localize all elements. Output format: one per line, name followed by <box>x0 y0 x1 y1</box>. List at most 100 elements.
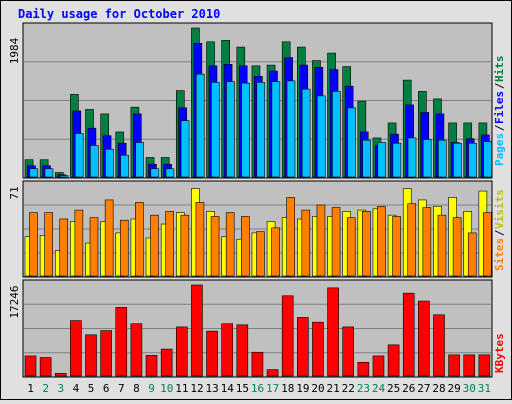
pages-bar <box>286 80 296 178</box>
x-tick-label: 7 <box>118 382 125 395</box>
legend-separator: / <box>493 229 506 236</box>
legend-pages: Pages <box>493 133 506 166</box>
sites-bar <box>135 202 144 277</box>
kbytes-bar <box>418 300 430 377</box>
x-tick-label: 13 <box>205 382 218 395</box>
sites-bar <box>150 214 159 277</box>
kbytes-bar <box>115 307 128 377</box>
pages-bar <box>135 142 145 178</box>
pages-bar <box>392 142 402 178</box>
chart-title: Daily usage for October 2010 <box>18 7 220 21</box>
pages-bar <box>453 142 462 178</box>
x-tick-label: 1 <box>27 382 34 395</box>
x-tick-label: 23 <box>357 382 370 395</box>
kbytes-bar <box>372 355 385 377</box>
pages-bar <box>256 82 266 178</box>
pages-bar <box>422 139 432 178</box>
sites-bar <box>89 217 99 277</box>
sites-bar <box>346 217 356 277</box>
kbytes-bar <box>387 344 400 377</box>
x-tick-label: 18 <box>281 382 294 395</box>
kbytes-bar <box>236 324 249 377</box>
sites-bar <box>256 231 265 277</box>
pages-bar <box>377 142 387 178</box>
x-tick-label: 19 <box>296 382 309 395</box>
x-tick-label: 14 <box>221 382 235 395</box>
kbytes-bar <box>100 330 112 377</box>
x-tick-label: 17 <box>266 382 279 395</box>
kbytes-bar <box>342 326 355 377</box>
kbytes-bar <box>463 354 476 377</box>
kbytes-bar <box>266 369 279 377</box>
legend-sites: Sites <box>493 238 506 271</box>
sites-bar <box>467 232 477 277</box>
sites-bar <box>301 209 311 277</box>
kbytes-bar <box>327 287 339 377</box>
pages-bar <box>29 168 39 178</box>
hits-ytick-max: 1984 <box>8 37 21 64</box>
pages-bar <box>347 107 356 178</box>
sites-bar <box>225 212 235 277</box>
visits-ytick-max: 71 <box>8 186 21 199</box>
sites-bar <box>195 202 205 277</box>
legend-visits: Visits <box>493 189 506 229</box>
pages-bar <box>271 81 281 178</box>
sites-bar <box>44 212 53 277</box>
sites-bar <box>483 212 492 277</box>
legend-kbytes: KBytes <box>493 333 506 373</box>
kbytes-bar <box>24 355 37 377</box>
x-tick-label: 6 <box>103 382 110 395</box>
x-tick-label: 11 <box>175 382 188 395</box>
sites-bar <box>407 203 417 277</box>
x-tick-label: 29 <box>448 382 461 395</box>
x-tick-label: 26 <box>402 382 415 395</box>
pages-bar <box>105 148 114 178</box>
kbytes-bar <box>145 355 158 377</box>
x-tick-label: 31 <box>478 382 491 395</box>
x-tick-label: 3 <box>58 382 65 395</box>
pages-bar <box>468 142 477 178</box>
sites-bar <box>210 216 220 277</box>
pages-bar <box>59 175 69 178</box>
x-tick-label: 21 <box>327 382 340 395</box>
x-tick-label: 4 <box>73 382 80 395</box>
pages-bar <box>316 95 326 178</box>
sites-bar <box>452 217 462 277</box>
kbytes-bar <box>54 373 67 377</box>
kbytes-bar <box>175 326 188 377</box>
kbytes-bar <box>281 295 294 377</box>
kbytes-bar <box>206 330 218 377</box>
sites-bar <box>59 218 69 277</box>
legend-files: Files <box>493 91 506 124</box>
x-tick-label: 22 <box>342 382 355 395</box>
pages-bar <box>407 137 417 178</box>
x-tick-label: 15 <box>236 382 249 395</box>
x-tick-label: 10 <box>160 382 173 395</box>
sites-bar <box>271 227 280 277</box>
x-tick-label: 8 <box>133 382 140 395</box>
sites-bar <box>29 212 38 277</box>
sites-bar <box>437 214 447 277</box>
x-tick-label: 25 <box>387 382 400 395</box>
pages-bar <box>437 139 447 178</box>
sites-bar <box>286 197 295 277</box>
sites-bar <box>74 209 84 277</box>
sites-bar <box>180 214 190 277</box>
pages-bar <box>195 73 205 178</box>
kbytes-bar <box>221 323 233 377</box>
x-tick-label: 12 <box>190 382 203 395</box>
kbytes-bar <box>70 320 82 377</box>
sites-bar <box>377 205 386 277</box>
pages-bar <box>362 139 371 178</box>
kbytes-bar <box>297 317 309 377</box>
pages-bar <box>120 154 129 178</box>
x-tick-label: 28 <box>432 382 445 395</box>
legend-separator: / <box>493 82 506 89</box>
x-tick-label: 24 <box>372 382 386 395</box>
pages-bar <box>165 168 175 178</box>
pages-bar <box>301 88 311 178</box>
pages-bar <box>332 91 341 178</box>
pages-bar <box>180 120 190 178</box>
pages-bar <box>241 82 250 178</box>
